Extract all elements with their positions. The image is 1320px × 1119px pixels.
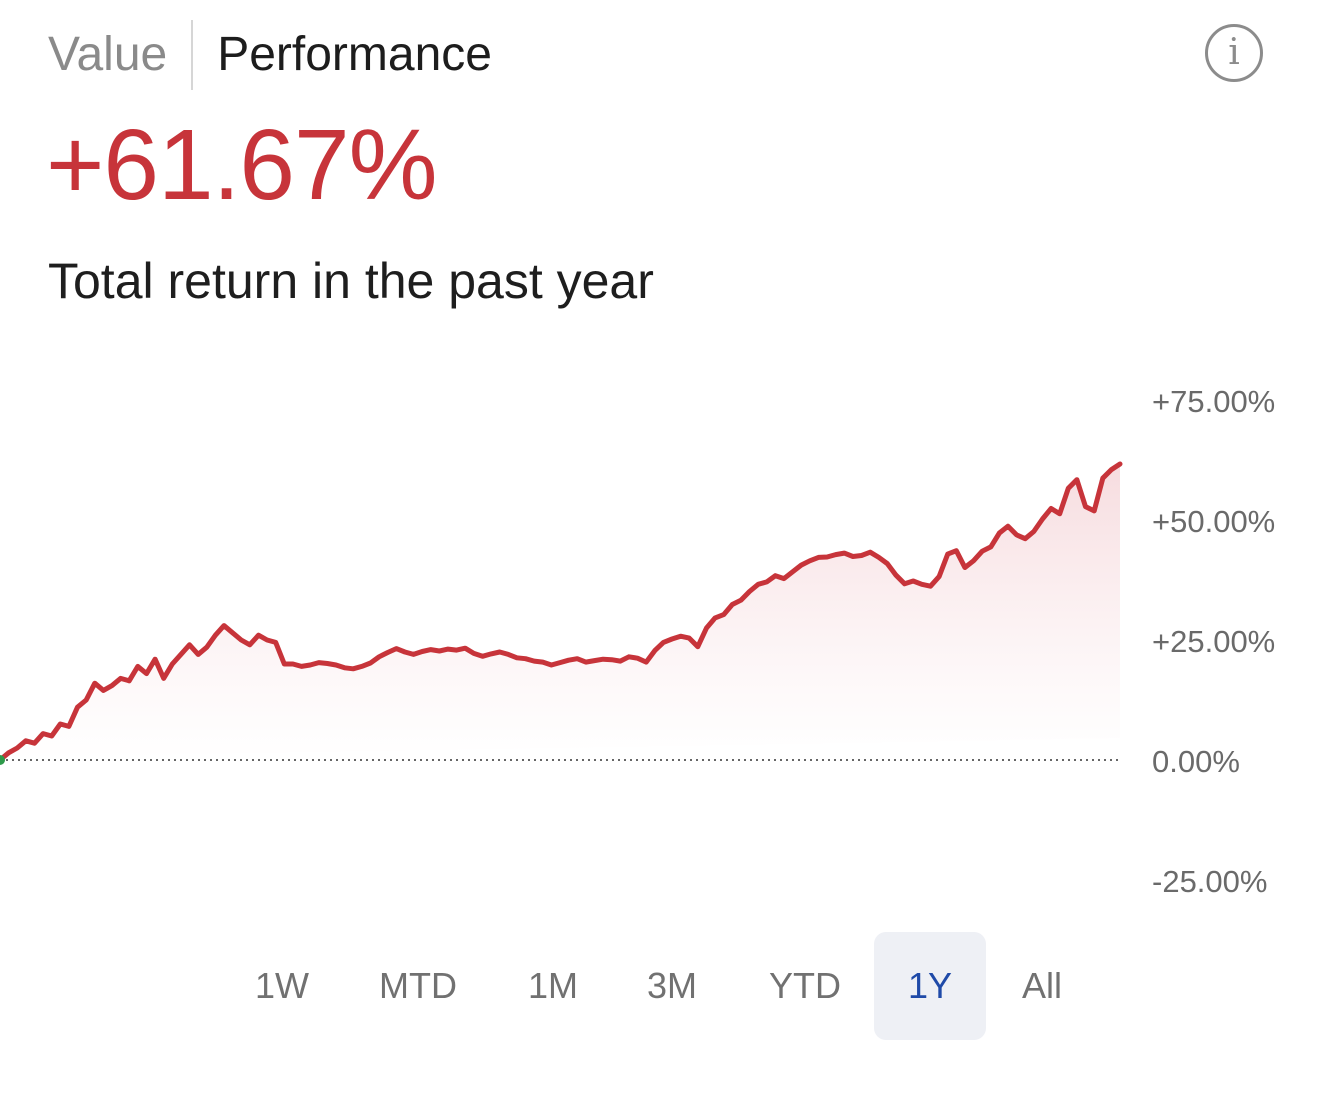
- start-point: [0, 755, 5, 765]
- y-tick-label: +50.00%: [1152, 504, 1275, 539]
- tab-divider: [191, 20, 194, 90]
- total-return-value: +61.67%: [46, 109, 438, 221]
- range-all[interactable]: All: [1021, 965, 1062, 1006]
- range-3m[interactable]: 3M: [646, 965, 697, 1006]
- return-line: [0, 461, 1123, 763]
- range-1y[interactable]: 1Y: [874, 932, 986, 1040]
- range-1m[interactable]: 1M: [527, 965, 578, 1006]
- tab-performance[interactable]: Performance: [217, 28, 492, 81]
- return-area-fill: [0, 464, 1120, 760]
- time-range-selector: 1W MTD 1M 3M YTD 1Y All: [226, 932, 1098, 1040]
- total-return-caption: Total return in the past year: [48, 253, 654, 309]
- range-ytd[interactable]: YTD: [769, 965, 841, 1006]
- y-tick-label: -25.00%: [1152, 864, 1267, 899]
- y-tick-label: 0.00%: [1152, 744, 1240, 779]
- info-icon[interactable]: i: [1205, 24, 1263, 82]
- range-mtd[interactable]: MTD: [379, 965, 457, 1006]
- y-tick-label: +25.00%: [1152, 624, 1275, 659]
- performance-chart: +75.00% +50.00% +25.00% 0.00% -25.00%: [0, 384, 1275, 899]
- tab-value[interactable]: Value: [48, 28, 168, 81]
- view-tabs: Value Performance: [48, 20, 492, 90]
- y-tick-label: +75.00%: [1152, 384, 1275, 419]
- range-1w[interactable]: 1W: [255, 965, 309, 1006]
